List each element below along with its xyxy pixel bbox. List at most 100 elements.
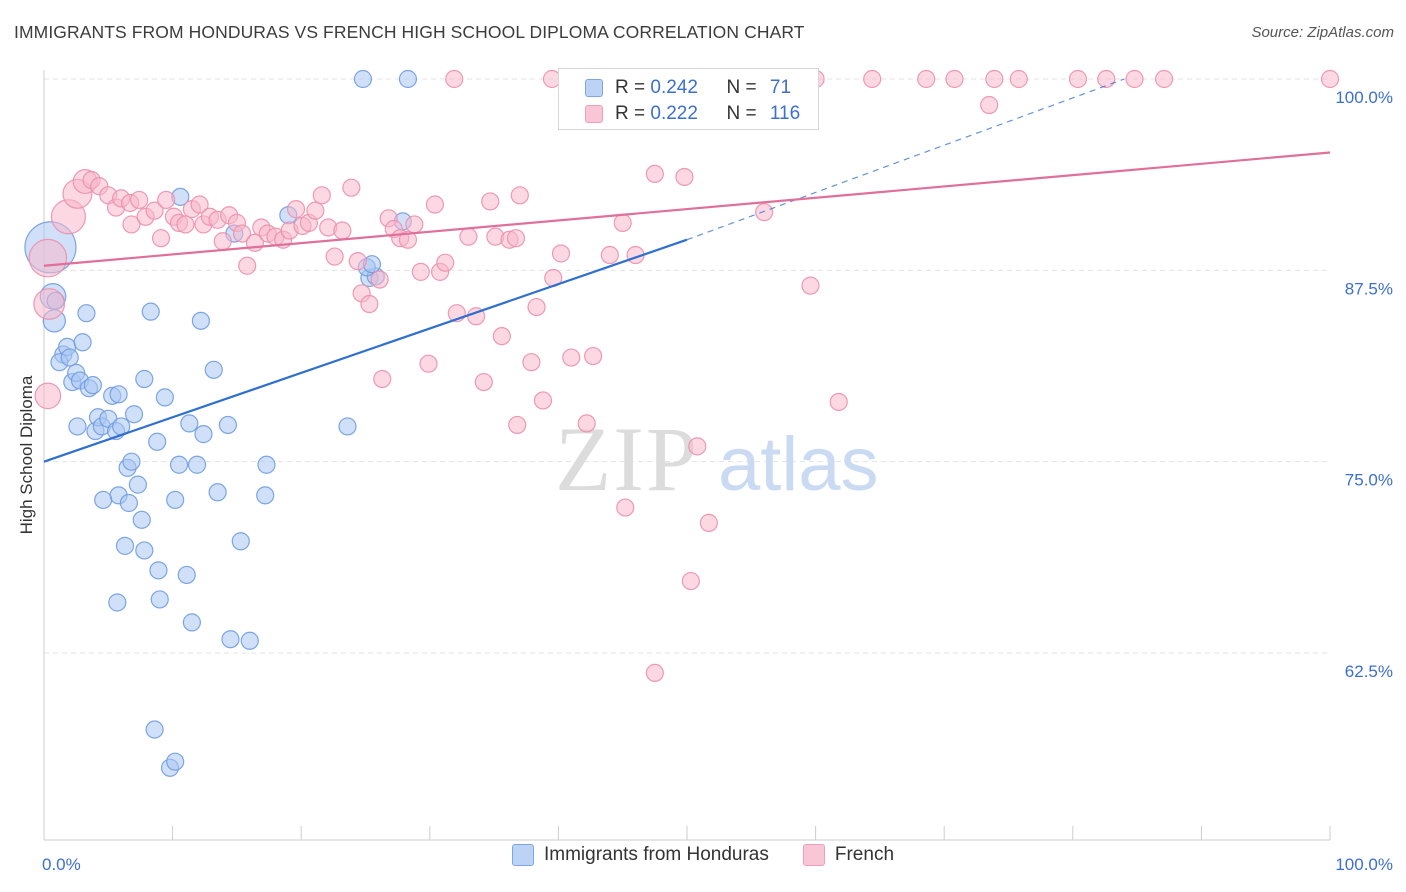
french-point-111 [1320, 69, 1340, 89]
honduras-point-7 [60, 348, 79, 367]
honduras-point-40 [194, 425, 213, 444]
french-point-69 [506, 229, 526, 248]
y-tick-label-1: 75.0% [1345, 471, 1393, 490]
honduras-point-38 [180, 414, 199, 433]
honduras-point-24 [124, 405, 144, 424]
french-point-57 [419, 354, 438, 373]
honduras-point-54 [108, 593, 127, 612]
honduras-point-30 [128, 475, 147, 494]
french-point-60 [436, 253, 455, 272]
trend-line-honduras [43, 238, 688, 463]
honduras-point-11 [77, 304, 96, 323]
legend-item-french[interactable]: French [802, 844, 894, 866]
french-point-2 [34, 382, 62, 410]
stats-r-label: R = [615, 103, 646, 124]
french-point-112 [980, 95, 999, 115]
honduras-point-59 [145, 720, 164, 739]
honduras-point-25 [135, 369, 154, 389]
stats-r-label: R = [615, 77, 646, 98]
honduras-point-33 [119, 493, 138, 513]
french-point-88 [688, 437, 707, 456]
honduras-point-55 [150, 590, 169, 609]
french-point-87 [681, 571, 700, 591]
french-point-93 [445, 69, 464, 89]
french-point-72 [522, 353, 541, 372]
french-point-41 [312, 186, 331, 205]
honduras-point-36 [169, 455, 189, 474]
stats-n-label: N = [726, 103, 757, 124]
watermark: ZIP atlas [555, 408, 879, 510]
french-point-73 [527, 297, 546, 317]
french-point-13 [130, 190, 149, 210]
french-point-78 [577, 414, 596, 433]
honduras-point-35 [148, 432, 167, 451]
honduras-point-50 [115, 536, 135, 555]
french-point-76 [551, 244, 571, 263]
honduras-point-29 [122, 452, 141, 471]
french-point-81 [616, 498, 635, 517]
honduras-point-44 [191, 311, 210, 330]
french-point-91 [801, 276, 820, 295]
honduras-point-58 [240, 631, 259, 650]
legend: Immigrants from Honduras French [0, 844, 1406, 866]
legend-label-honduras: Immigrants from Honduras [543, 844, 769, 865]
honduras-point-27 [155, 388, 174, 407]
y-axis-label: High School Diploma [17, 375, 36, 534]
honduras-point-56 [182, 613, 201, 632]
french-point-54 [398, 230, 418, 249]
stats-n-label: N = [726, 77, 757, 98]
honduras-point-26 [141, 302, 160, 321]
y-tick-label-2: 87.5% [1345, 279, 1393, 298]
french-point-43 [325, 247, 344, 266]
honduras-point-47 [257, 455, 276, 474]
french-point-86 [675, 167, 694, 187]
french-point-17 [157, 190, 176, 210]
stats-box: R = 0.242 N = 71 R = 0.222 N = 116 [558, 68, 819, 130]
french-point-108 [1097, 69, 1116, 89]
legend-swatch-honduras [511, 844, 534, 866]
honduras-point-51 [135, 541, 154, 560]
french-point-74 [533, 391, 553, 410]
honduras-point-39 [187, 455, 207, 474]
french-point-109 [1125, 69, 1144, 89]
stats-swatch-honduras [585, 79, 603, 97]
french-point-67 [492, 327, 511, 346]
french-point-85 [645, 663, 664, 682]
french-point-64 [474, 372, 493, 392]
french-point-15 [145, 201, 164, 220]
french-point-89 [699, 513, 718, 532]
french-point-16 [151, 229, 171, 248]
french-point-104 [945, 69, 964, 89]
series-honduras-points [24, 69, 418, 777]
stats-swatch-french [585, 105, 603, 123]
honduras-point-48 [256, 486, 275, 505]
french-point-92 [829, 392, 848, 412]
french-point-80 [600, 245, 619, 265]
series-french-points [28, 69, 1340, 682]
french-point-46 [348, 252, 367, 271]
stats-r-value: 0.222 [650, 103, 698, 124]
trend-line-french [43, 151, 1331, 267]
honduras-point-43 [208, 483, 227, 502]
french-point-1 [33, 288, 66, 320]
x-tick-label-1: 100.0% [1335, 855, 1393, 874]
y-tick-label-0: 62.5% [1345, 662, 1393, 681]
honduras-point-49 [231, 532, 250, 551]
french-point-0 [28, 238, 68, 278]
french-point-103 [917, 69, 936, 89]
french-point-48 [360, 294, 379, 314]
honduras-point-37 [166, 490, 185, 510]
stats-n-value: 71 [769, 77, 792, 98]
x-tick-label-0: 0.0% [42, 855, 81, 874]
stats-r-value: 0.242 [650, 77, 698, 98]
honduras-point-34 [132, 510, 151, 529]
honduras-point-42 [218, 415, 237, 435]
french-point-82 [613, 213, 632, 232]
french-point-20 [176, 215, 195, 234]
honduras-point-53 [177, 565, 196, 585]
tick-labels: 62.5% 75.0% 87.5% 100.0% 0.0% 100.0% [42, 88, 1393, 874]
french-point-84 [645, 164, 664, 184]
legend-item-honduras[interactable]: Immigrants from Honduras [511, 844, 769, 866]
honduras-point-63 [338, 417, 357, 436]
trend-line-honduras-extension [686, 78, 1125, 241]
